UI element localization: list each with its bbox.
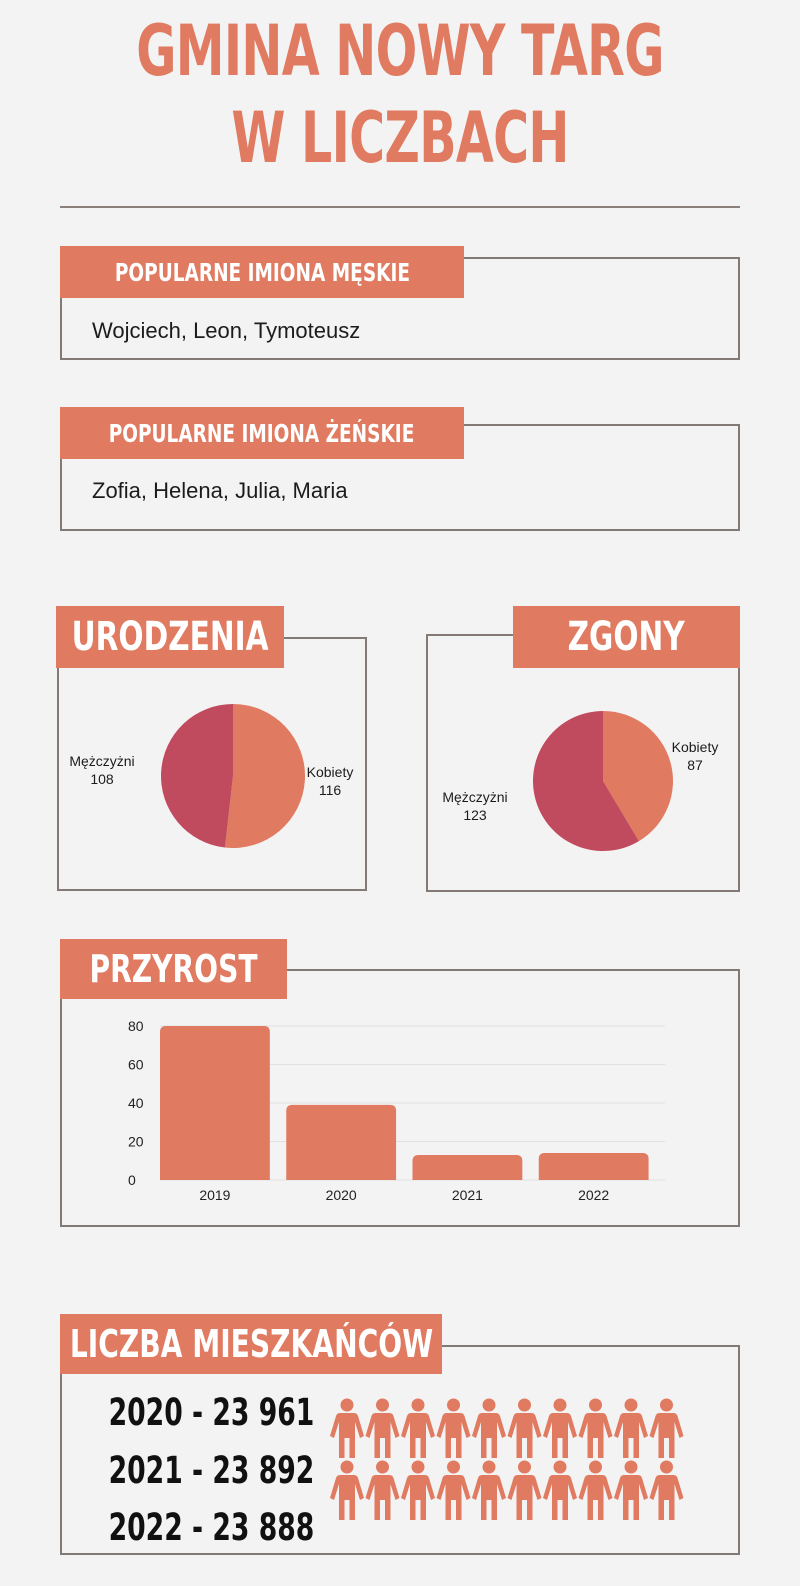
deaths-female-value: 87: [687, 757, 703, 773]
person-icon: [401, 1460, 435, 1520]
person-icon: [507, 1398, 542, 1458]
male-names-heading: POPULARNE IMIONA MĘSKIE: [114, 257, 410, 287]
growth-bar-chart: 0 20 40 60 80 2019 2020 2021 2022: [128, 1018, 665, 1203]
person-icon: [649, 1398, 684, 1458]
deaths-heading-tag: ZGONY: [513, 606, 740, 668]
person-icon: [578, 1398, 613, 1458]
population-2020: 2020 - 23 961: [108, 1391, 315, 1434]
title-divider: [60, 206, 740, 208]
title-line-2: W LICZBACH: [231, 97, 569, 179]
y-tick-label: 60: [128, 1057, 144, 1073]
births-female-label: Kobiety 116: [297, 763, 363, 799]
births-male-label: Mężczyżni 108: [62, 752, 142, 788]
person-icon: [649, 1460, 684, 1520]
person-icon: [472, 1398, 506, 1458]
births-slice-kobiety: [224, 704, 305, 848]
person-icon: [507, 1460, 542, 1520]
person-icon: [330, 1460, 364, 1520]
deaths-slice-mczyni: [533, 711, 639, 851]
title-line-1: GMINA NOWY TARG: [136, 10, 664, 92]
deaths-heading: ZGONY: [567, 614, 686, 660]
male-names-heading-tag: POPULARNE IMIONA MĘSKIE: [60, 246, 464, 298]
deaths-female-label: Kobiety 87: [662, 738, 728, 774]
births-male-value: 108: [90, 771, 114, 787]
growth-heading-tag: PRZYROST: [60, 939, 287, 999]
births-heading-tag: URODZENIA: [56, 606, 284, 668]
deaths-male-value: 123: [463, 807, 487, 823]
births-slice-mczyni: [161, 704, 233, 848]
growth-box: [60, 969, 740, 1227]
births-male-name: Mężczyżni: [69, 753, 135, 769]
bar-2020: [286, 1104, 397, 1180]
page-title: GMINA NOWY TARG W LICZBACH: [120, 8, 680, 182]
births-female-value: 116: [318, 782, 342, 798]
y-tick-label: 40: [128, 1095, 144, 1111]
person-icon: [401, 1398, 435, 1458]
person-icon: [543, 1460, 577, 1520]
deaths-male-label: Mężczyżni 123: [435, 788, 515, 824]
bar-2019: [160, 1026, 270, 1180]
person-icon: [578, 1460, 613, 1520]
female-names-text: Zofia, Helena, Julia, Maria: [92, 478, 348, 503]
growth-heading: PRZYROST: [89, 947, 258, 991]
births-heading: URODZENIA: [71, 614, 269, 660]
person-icon: [543, 1398, 577, 1458]
bar-2022: [538, 1153, 649, 1180]
deaths-male-name: Mężczyżni: [442, 789, 508, 805]
population-heading: LICZBA MIESZKAŃCÓW: [69, 1322, 433, 1366]
person-icon: [436, 1398, 471, 1458]
person-icon: [436, 1460, 471, 1520]
x-tick-label: 2020: [326, 1187, 357, 1203]
births-female-name: Kobiety: [306, 764, 354, 780]
deaths-female-name: Kobiety: [671, 739, 719, 755]
births-pie-chart: [161, 704, 305, 848]
population-2022: 2022 - 23 888: [108, 1506, 315, 1549]
person-icon: [365, 1398, 400, 1458]
x-tick-label: 2022: [578, 1187, 609, 1203]
population-people-icons: [330, 1398, 684, 1520]
population-heading-tag: LICZBA MIESZKAŃCÓW: [60, 1314, 442, 1374]
deaths-pie-chart: [533, 711, 673, 851]
population-2021: 2021 - 23 892: [108, 1449, 315, 1492]
bar-2021: [412, 1154, 523, 1180]
y-tick-label: 80: [128, 1018, 144, 1034]
person-icon: [472, 1460, 506, 1520]
person-icon: [614, 1398, 648, 1458]
person-icon: [365, 1460, 400, 1520]
deaths-slice-kobiety: [603, 711, 673, 842]
x-tick-label: 2019: [199, 1187, 230, 1203]
person-icon: [614, 1460, 648, 1520]
male-names-text: Wojciech, Leon, Tymoteusz: [92, 318, 361, 343]
y-tick-label: 20: [128, 1134, 144, 1150]
y-tick-label: 0: [128, 1172, 136, 1188]
female-names-heading: POPULARNE IMIONA ŻEŃSKIE: [109, 418, 415, 448]
person-icon: [330, 1398, 364, 1458]
female-names-heading-tag: POPULARNE IMIONA ŻEŃSKIE: [60, 407, 464, 459]
x-tick-label: 2021: [452, 1187, 483, 1203]
